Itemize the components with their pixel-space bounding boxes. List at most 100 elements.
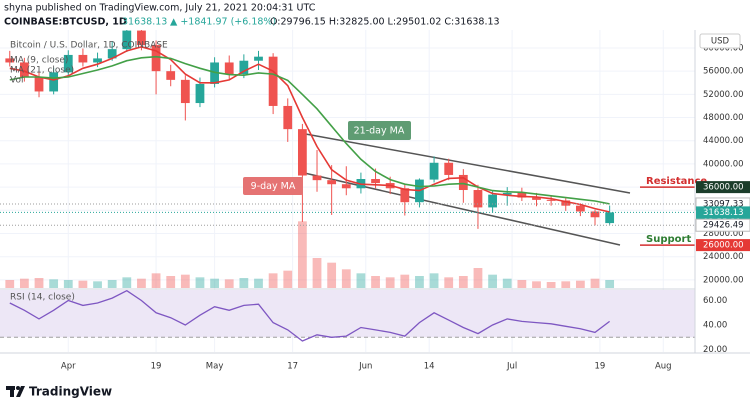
candle-body: [254, 56, 263, 61]
ma-line: [9, 55, 610, 205]
volume-bar: [385, 277, 395, 288]
candle-body: [546, 199, 556, 201]
candle-body: [63, 54, 73, 73]
level-label: 29426.49: [703, 221, 744, 231]
volume-bar: [356, 273, 366, 288]
y-tick-label: 48000.00: [703, 113, 744, 123]
axes: 20000.0024000.0028000.0032000.0036000.00…: [61, 43, 744, 371]
candle-body: [224, 62, 234, 75]
volume-bar: [473, 268, 483, 288]
legend-entry: MA (9, close): [10, 56, 68, 66]
published: shyna published on TradingView.com, July…: [4, 3, 316, 14]
channel-lower: [299, 171, 621, 246]
y-tick-label: 20000.00: [703, 275, 744, 285]
logo-shape: [10, 386, 14, 397]
y-tick-label: 28000.00: [703, 229, 744, 239]
candle-body: [488, 194, 497, 208]
volume-bar: [575, 280, 585, 288]
y-tick-label: 40000.00: [703, 159, 744, 169]
level-box: [696, 181, 750, 194]
volume-bar: [546, 282, 556, 288]
candle-body: [122, 30, 132, 50]
candle-body: [166, 71, 176, 80]
candle-body: [5, 58, 15, 63]
volume-bar: [5, 280, 15, 288]
legend-entry: Vol: [10, 76, 23, 86]
volume-bar: [590, 278, 600, 288]
x-tick-label: May: [206, 362, 224, 372]
symbol: COINBASE:BTCUSD, 1D: [4, 17, 127, 28]
candle-body: [195, 83, 205, 104]
volume-bar: [605, 280, 615, 288]
volume-bar: [137, 278, 146, 288]
ma-line: [9, 45, 610, 213]
volume-bar: [415, 276, 424, 288]
candle-body: [444, 162, 454, 175]
last-price: 31638.13: [122, 17, 167, 28]
annotation: 9-day MA: [251, 181, 296, 192]
level-box: [695, 218, 750, 232]
volume-bar: [93, 281, 102, 288]
rsi-band: [0, 290, 695, 338]
logo-shape: [16, 386, 20, 390]
x-tick-label: 19: [151, 362, 162, 372]
volume-bar: [34, 278, 44, 288]
rsi-tick-label: 20.00: [703, 345, 727, 355]
candle-body: [151, 45, 161, 72]
candle-body: [283, 105, 293, 130]
volume-bar: [268, 273, 278, 288]
candle-body: [502, 192, 512, 195]
candle-body: [93, 58, 102, 63]
candle-body: [312, 175, 322, 181]
logo-shape: [16, 386, 25, 397]
volume-bar: [210, 278, 219, 288]
volume-bar: [254, 278, 263, 288]
rsi-tick-label: 40.00: [703, 321, 727, 331]
candle-body: [297, 129, 307, 176]
rsi-tick-label: 60.00: [703, 296, 727, 306]
currency: USD: [711, 37, 730, 47]
logo: [6, 386, 25, 397]
candle-body: [180, 79, 190, 104]
volume-bar: [239, 278, 249, 288]
candle-body: [517, 192, 527, 198]
candle-body: [575, 205, 585, 212]
volume-bar: [517, 280, 527, 288]
volume-bar: [488, 274, 497, 288]
volume-bar: [78, 280, 88, 288]
level-label: 36000.00: [703, 183, 744, 193]
y-tick-label: 52000.00: [703, 90, 744, 100]
volume-bar: [400, 274, 410, 288]
x-tick-label: 14: [424, 362, 435, 372]
volume-bar: [312, 258, 322, 288]
x-tick-label: Aug: [655, 362, 672, 372]
candle-body: [210, 62, 219, 84]
candle-body: [268, 56, 278, 106]
level-box: [696, 239, 750, 252]
volume-bar: [107, 280, 117, 288]
candle-body: [341, 184, 351, 189]
annotation: 21-day MA: [354, 126, 405, 137]
volume-bar: [49, 279, 59, 288]
candle-body: [561, 200, 571, 206]
x-tick-label: Jul: [506, 362, 517, 372]
candle-body: [327, 180, 337, 185]
volume-bar: [532, 281, 541, 288]
legend-entry: MA (21, close): [10, 66, 74, 76]
annotation-box: [348, 121, 411, 140]
volume-bar: [371, 276, 380, 288]
x-tick-label: Jun: [358, 362, 372, 372]
volume-bar: [327, 262, 337, 288]
candle-body: [400, 188, 410, 203]
x-tick-label: 19: [594, 362, 605, 372]
volume-bar: [458, 276, 468, 288]
candle-body: [19, 62, 29, 77]
volume-bar: [122, 277, 132, 288]
change: ▲ +1841.97 (+6.18%): [170, 17, 276, 28]
volume-bar: [283, 270, 293, 288]
volume-bar: [341, 269, 351, 288]
legend-title: Bitcoin / U.S. Dollar, 1D, COINBASE: [10, 41, 168, 51]
level-label: 33097.33: [703, 199, 744, 209]
candle-body: [590, 211, 600, 218]
